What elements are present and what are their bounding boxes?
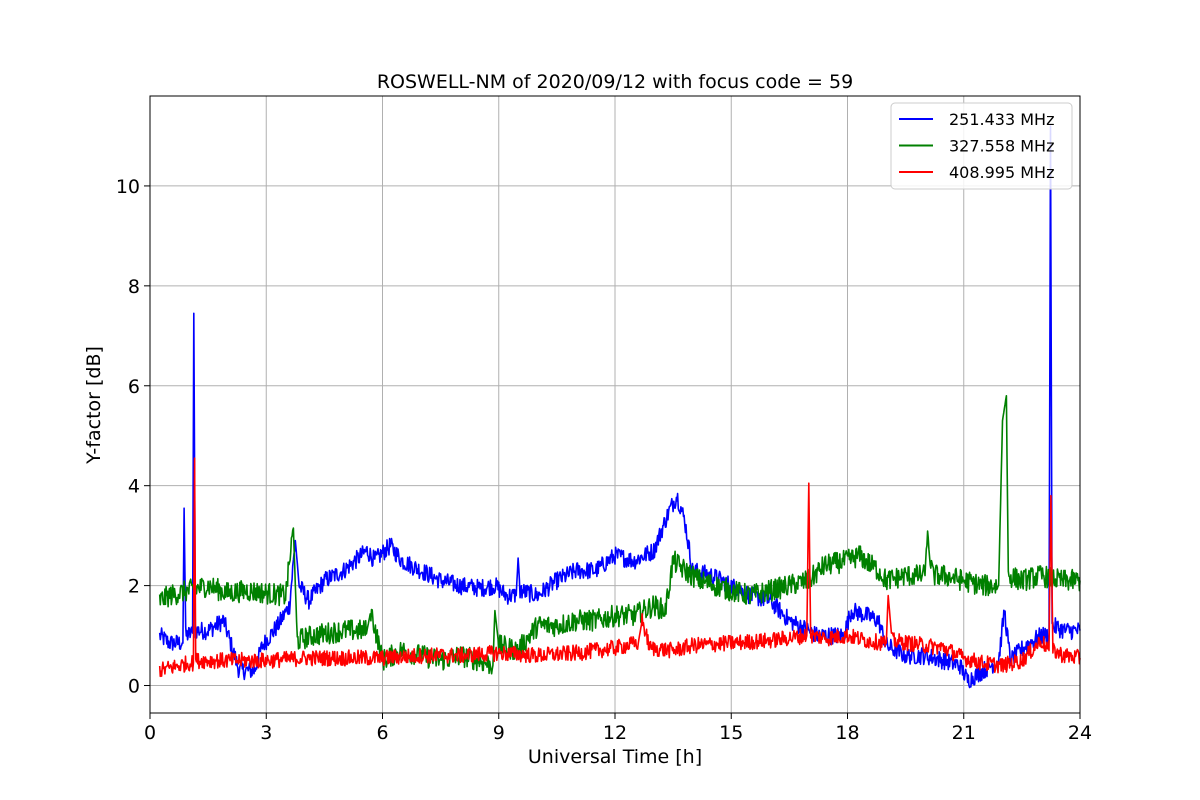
chart-title: ROSWELL-NM of 2020/09/12 with focus code… — [377, 71, 853, 93]
y-tick-label: 2 — [128, 576, 140, 598]
x-tick-label: 9 — [493, 722, 505, 744]
legend-box — [890, 102, 1073, 190]
y-tick-label: 8 — [128, 276, 140, 298]
y-tick-label: 10 — [116, 176, 140, 198]
legend-label: 327.558 MHz — [949, 137, 1054, 156]
x-tick-label: 24 — [1068, 722, 1092, 744]
series-line-2 — [158, 395, 1081, 675]
x-tick-label: 0 — [144, 722, 156, 744]
legend-label: 251.433 MHz — [949, 110, 1054, 129]
x-axis-label: Universal Time [h] — [528, 746, 702, 768]
x-tick-label: 21 — [952, 722, 976, 744]
legend-label: 408.995 MHz — [949, 163, 1054, 182]
x-tick-label: 12 — [603, 722, 627, 744]
x-tick-label: 6 — [376, 722, 388, 744]
grid-lines — [149, 96, 1081, 713]
series-line-1 — [158, 125, 1081, 689]
y-axis-label: Y-factor [dB] — [83, 346, 105, 465]
y-tick-label: 0 — [128, 676, 140, 698]
series-layer — [158, 125, 1081, 689]
series-line-3 — [158, 457, 1081, 678]
y-tick-label: 4 — [128, 476, 140, 498]
legend: 251.433 MHz 327.558 MHz 408.995 MHz — [890, 102, 1073, 190]
x-tick-label: 3 — [260, 722, 272, 744]
y-tick-label: 6 — [128, 376, 140, 398]
x-tick-label: 15 — [719, 722, 743, 744]
x-tick-label: 18 — [835, 722, 859, 744]
